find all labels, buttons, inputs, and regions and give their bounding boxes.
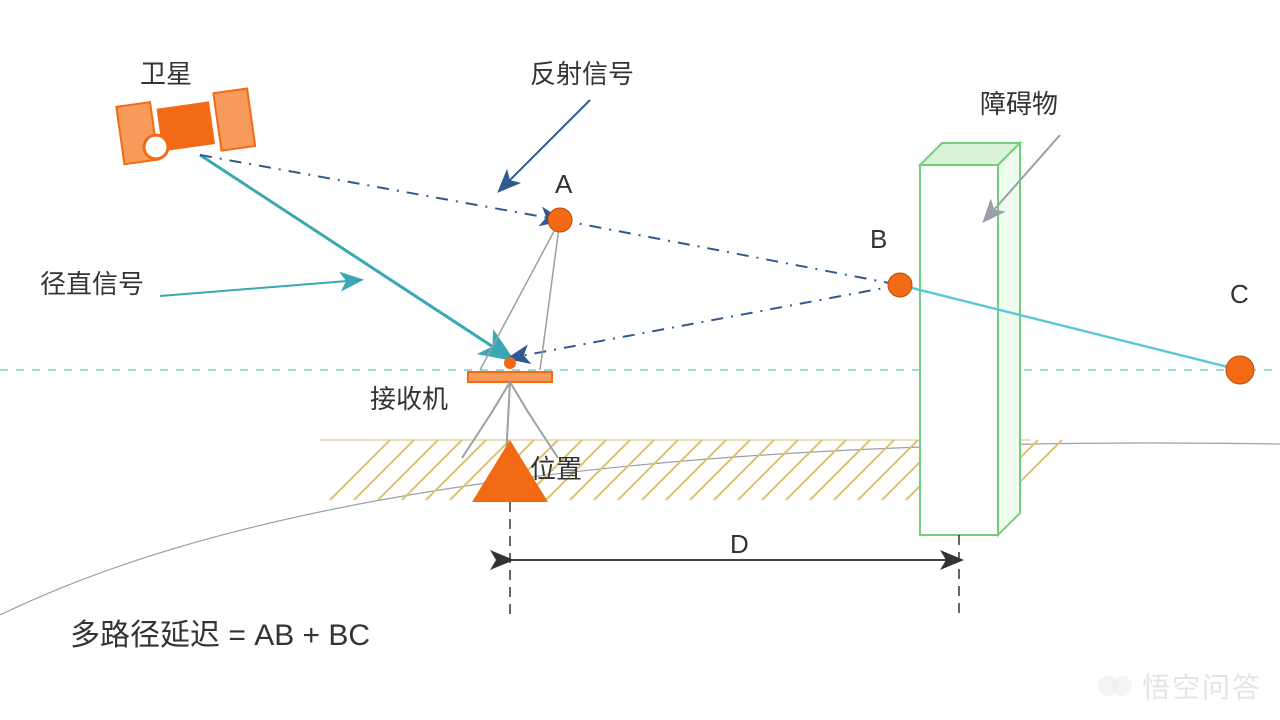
diagram-stage: { "canvas":{"w":1280,"h":720,"background… [0,0,1280,720]
label-direct: 径直信号 [40,264,144,301]
label-point-c: C [1230,279,1249,310]
label-position: 位置 [530,449,582,486]
equation-text: 多路径延迟 = AB + BC [70,610,370,654]
watermark-text: 悟空问答 [1142,666,1262,706]
label-point-a: A [555,169,572,200]
label-distance-d: D [730,529,749,560]
label-satellite: 卫星 [140,54,192,91]
label-receiver: 接收机 [370,379,448,416]
label-point-b: B [870,224,887,255]
label-reflected: 反射信号 [530,54,634,91]
label-obstacle: 障碍物 [980,84,1058,121]
watermark-icon [1098,669,1132,703]
watermark: 悟空问答 [1098,666,1262,706]
